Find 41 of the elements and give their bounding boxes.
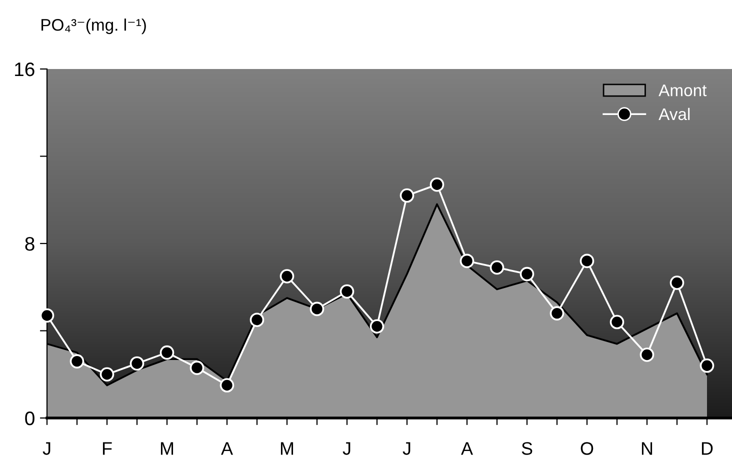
point [460, 254, 474, 268]
point [520, 266, 534, 282]
x-tick-label: O [580, 442, 594, 455]
point [250, 312, 264, 327]
x-tick-label: A [221, 442, 233, 455]
x-tick-label: M [280, 442, 294, 455]
x-tick-label: M [160, 442, 174, 455]
point [190, 360, 204, 375]
point [670, 276, 684, 290]
x-tick-label: J [342, 442, 350, 455]
point [430, 177, 444, 192]
x-tick-label: A [461, 442, 473, 455]
point [130, 356, 144, 371]
x-tick-label: F [102, 442, 112, 455]
point [640, 348, 654, 362]
point [100, 367, 114, 382]
point [340, 284, 354, 299]
point [610, 314, 624, 330]
legend-label: Amont [658, 84, 707, 96]
y-axis-title: PO₄³⁻(mg. l⁻¹) [42, 18, 146, 34]
point [70, 354, 84, 368]
point [400, 188, 414, 203]
x-tick-label: J [42, 442, 50, 455]
x-tick-label: J [402, 442, 410, 455]
point [280, 269, 294, 284]
point [550, 306, 564, 320]
point [490, 260, 504, 275]
y-tick-label: 0 [25, 411, 34, 426]
point [310, 302, 324, 316]
point [700, 358, 714, 373]
x-tick-label: N [642, 442, 652, 455]
legend-label: Aval [658, 108, 690, 120]
point [40, 308, 54, 323]
y-tick-label: 16 [15, 62, 34, 76]
x-tick-label: S [522, 442, 532, 455]
point [160, 345, 174, 360]
x-tick-label: D [702, 442, 713, 455]
point [580, 254, 594, 268]
y-tick-label: 8 [25, 236, 34, 251]
point [370, 319, 384, 334]
point [220, 378, 234, 392]
